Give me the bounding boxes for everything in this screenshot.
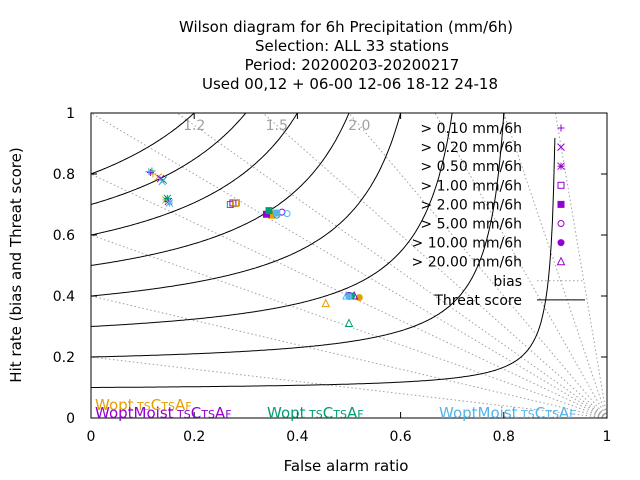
threat-score-curves [91, 113, 556, 388]
legend-marker-square [557, 181, 565, 189]
threat-score-curve-0.8 [91, 113, 195, 175]
data-point [145, 168, 153, 176]
y-tick-label: 0.2 [53, 350, 75, 366]
title-line-1: Wilson diagram for 6h Precipitation (mm/… [179, 18, 513, 36]
legend-marker-star [557, 162, 565, 171]
bias-line-0.4 [91, 295, 607, 418]
legend-marker-circle [557, 220, 565, 227]
bias-line-0.6 [91, 234, 607, 418]
bias-line-5 [503, 113, 607, 418]
bias-lines: 1.2 1.5 2.0 [91, 113, 607, 418]
model-label: WoptMoist TSCTSAF [439, 404, 576, 422]
legend-marker-cross [557, 143, 565, 151]
model-label: WoptMoist TSCTSAF [95, 404, 232, 422]
threat-score-curve-0.4 [91, 113, 402, 297]
bias-line-0.2 [91, 356, 607, 418]
threat-score-curve-0.6 [91, 113, 298, 236]
bias-label-2.0: 2.0 [348, 118, 370, 134]
model-label: Wopt TSCTSAF [267, 404, 364, 422]
legend-marker-circle-filled [557, 239, 565, 247]
y-tick-label: 0.4 [53, 289, 75, 305]
threat-score-curve-0.3 [91, 113, 453, 327]
data-point [165, 199, 174, 207]
model-label: Wopt TSCTSAF [95, 396, 192, 414]
legend-label-threshold: > 10.00 mm/6h [412, 236, 522, 252]
data-points [145, 167, 363, 327]
legend-marker-plus [557, 124, 565, 132]
legend-label-threshold: > 20.00 mm/6h [412, 255, 522, 271]
bias-line-1 [91, 113, 607, 418]
x-tick-label: 0.6 [389, 429, 411, 445]
threat-score-curve-0.7 [91, 113, 247, 205]
y-tick-label: 1 [66, 106, 75, 122]
legend-marker-square-filled [557, 200, 565, 208]
plot-frame [90, 112, 608, 419]
y-axis-label: Hit rate (bias and Threat score) [7, 147, 25, 382]
x-tick-label: 0.4 [286, 429, 308, 445]
bias-label-1.2: 1.2 [183, 118, 205, 134]
legend-label-threshold: > 5.00 mm/6h [420, 217, 522, 233]
bias-line-2 [348, 113, 607, 418]
data-point [146, 168, 154, 176]
title-line-4: Used 00,12 + 06-00 12-06 18-12 24-18 [202, 75, 498, 93]
legend: > 0.10 mm/6h > 0.20 mm/6h > 0.50 mm/6h > 1.… [412, 121, 585, 309]
legend-marker-triangle [556, 256, 566, 266]
threat-score-curve-0.2 [91, 113, 505, 358]
y-tick-label: 0.8 [53, 167, 75, 183]
data-point [342, 290, 351, 300]
x-tick-label: 0 [87, 429, 96, 445]
plot-border [90, 112, 608, 419]
legend-label-threat-score: Threat score [433, 293, 522, 309]
legend-label-bias: bias [493, 274, 522, 290]
legend-label-threshold: > 0.50 mm/6h [420, 159, 522, 175]
y-tick-label: 0.6 [53, 228, 75, 244]
data-point [344, 318, 354, 327]
chart-title: Wilson diagram for 6h Precipitation (mm/… [179, 18, 513, 93]
legend-label-threshold: > 0.10 mm/6h [420, 121, 522, 137]
x-tick-label: 0.2 [183, 429, 205, 445]
legend-label-threshold: > 1.00 mm/6h [420, 178, 522, 194]
x-tick-label: 0.8 [493, 429, 515, 445]
legend-label-threshold: > 0.20 mm/6h [420, 140, 522, 156]
data-point [148, 167, 156, 175]
x-axis-label: False alarm ratio [284, 457, 409, 475]
bias-line-1.2 [176, 113, 607, 418]
data-point [273, 209, 281, 217]
data-point [158, 177, 167, 186]
data-point [265, 207, 273, 215]
threat-score-curve-0.5 [91, 113, 350, 266]
y-tick-label: 0 [66, 411, 75, 427]
title-line-3: Period: 20200203-20200217 [245, 56, 460, 74]
threat-score-curve-0.1 [91, 137, 556, 388]
axis-ticks: 0 0.2 0.4 0.6 0.8 1 0 0.2 0.4 0.6 0.8 1 [53, 106, 612, 445]
bias-label-1.5: 1.5 [266, 118, 288, 134]
legend-label-threshold: > 2.00 mm/6h [420, 197, 522, 213]
x-tick-label: 1 [603, 429, 612, 445]
data-point [163, 194, 172, 203]
bias-line-1.5 [262, 113, 607, 418]
data-point [321, 298, 331, 308]
data-point [233, 199, 241, 207]
title-line-2: Selection: ALL 33 stations [255, 37, 449, 55]
data-point [283, 210, 291, 218]
